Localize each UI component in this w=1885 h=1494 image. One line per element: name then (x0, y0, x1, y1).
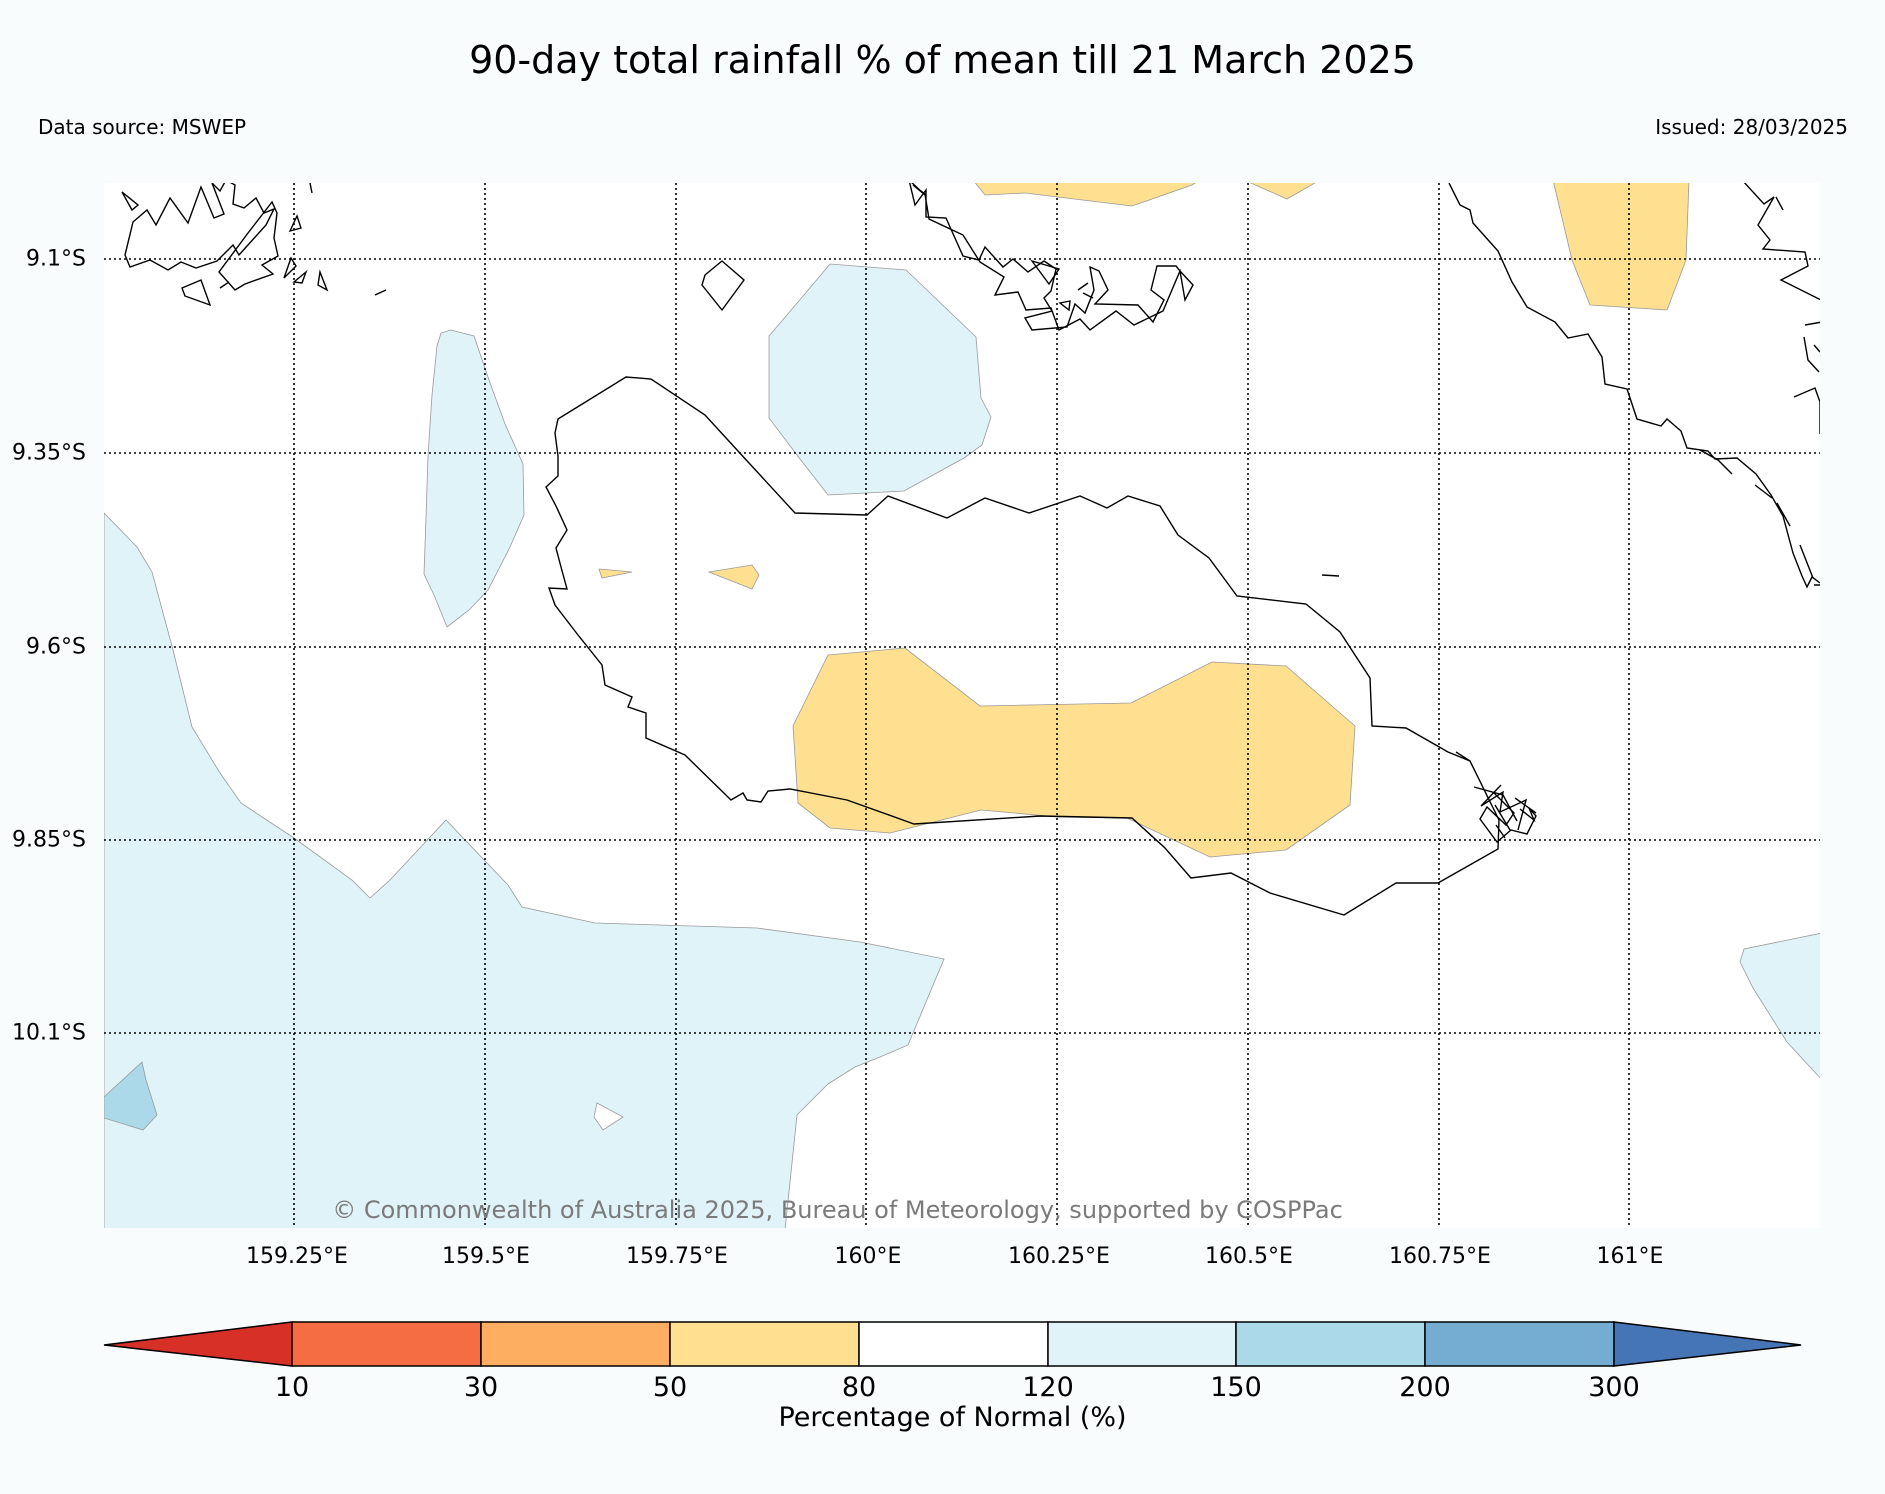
graticule (104, 183, 1820, 1228)
copyright-notice: © Commonwealth of Australia 2025, Bureau… (332, 1196, 1343, 1224)
shade-200-southwest (104, 1061, 158, 1131)
lon-label-159.25: 159.25°E (246, 1244, 348, 1269)
coast-east-fragments (1699, 449, 1820, 586)
colorbar (103, 1321, 1802, 1367)
colorbar-title: Percentage of Normal (%) (778, 1402, 1127, 1433)
data-source-label: Data source: MSWEP (38, 115, 247, 139)
lon-label-160.5: 160.5°E (1205, 1244, 1293, 1269)
lon-label-159.75: 159.75°E (626, 1244, 728, 1269)
shade-50-80-north-a (974, 183, 1196, 207)
coast-north-central (909, 183, 1194, 331)
colorbar-bin-200-300 (1424, 1321, 1615, 1367)
colorbar-tick-150: 150 (1210, 1372, 1262, 1403)
coast-islet-east (1321, 574, 1537, 844)
lon-label-160.25: 160.25°E (1008, 1244, 1110, 1269)
lat-label-9.85: 9.85°S (12, 827, 86, 853)
lon-label-159.5: 159.5°E (442, 1244, 530, 1269)
shade-80-120-hole (593, 1102, 624, 1131)
lon-label-161: 161°E (1596, 1244, 1664, 1269)
colorbar-bin-150-200 (1235, 1321, 1426, 1367)
issued-date-label: Issued: 28/03/2025 (1655, 115, 1848, 139)
coast-north-central-b (1030, 259, 1094, 312)
shade-50-80-northeast (1553, 183, 1690, 311)
shade-50-80-small-west (598, 568, 633, 579)
colorbar-tick-80: 80 (841, 1372, 877, 1403)
coast-main-island (545, 376, 1500, 916)
coast-far-northeast (1743, 183, 1820, 434)
lat-label-10.1: 10.1°S (12, 1020, 86, 1046)
colorbar-high-extension (1613, 1321, 1802, 1367)
map-area (104, 183, 1820, 1228)
colorbar-tick-10: 10 (274, 1372, 310, 1403)
lat-label-9.1: 9.1°S (26, 246, 86, 272)
coast-east-islets (1473, 786, 1537, 822)
colorbar-tick-300: 300 (1588, 1372, 1640, 1403)
shade-150-north (768, 263, 992, 496)
coastlines (121, 183, 1820, 916)
shade-150-southwest (104, 512, 945, 1228)
colorbar-bin-30-50 (480, 1321, 671, 1367)
colorbar-low-extension (103, 1321, 293, 1367)
coast-islet-west (701, 260, 745, 312)
colorbar-tick-200: 200 (1399, 1372, 1451, 1403)
shade-50-80-small-east (707, 564, 760, 590)
lat-label-9.35: 9.35°S (12, 440, 86, 466)
coast-northeast (1448, 183, 1820, 589)
colorbar-tick-30: 30 (463, 1372, 499, 1403)
colorbar-bin-50-80 (669, 1321, 860, 1367)
coast-northwest (121, 183, 387, 307)
lat-label-9.6: 9.6°S (26, 634, 86, 660)
shade-150-west-island (423, 329, 525, 628)
colorbar-bin-80-120 (858, 1321, 1049, 1367)
lon-label-160: 160°E (834, 1244, 902, 1269)
shade-150-east (1739, 933, 1820, 1079)
colorbar-bin-10-30 (291, 1321, 482, 1367)
shade-50-80-north-b (1249, 183, 1316, 200)
map-title: 90-day total rainfall % of mean till 21 … (469, 38, 1416, 82)
lon-label-160.75: 160.75°E (1389, 1244, 1491, 1269)
colorbar-tick-120: 120 (1022, 1372, 1074, 1403)
colorbar-bin-120-150 (1047, 1321, 1237, 1367)
colorbar-tick-50: 50 (652, 1372, 688, 1403)
